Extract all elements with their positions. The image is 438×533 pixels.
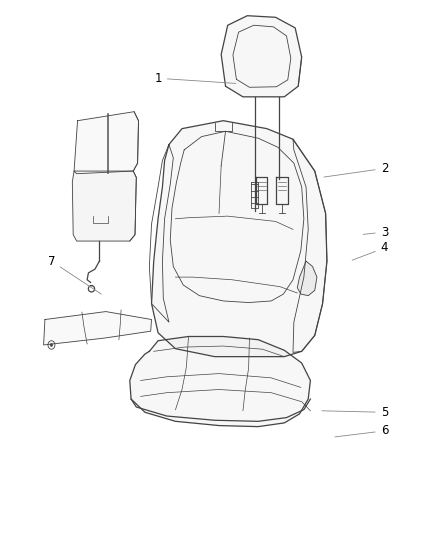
Polygon shape xyxy=(130,336,311,426)
Polygon shape xyxy=(72,171,136,241)
Polygon shape xyxy=(152,120,327,357)
Polygon shape xyxy=(74,112,138,174)
Circle shape xyxy=(50,343,53,346)
Text: 3: 3 xyxy=(363,225,388,239)
Text: 5: 5 xyxy=(322,406,388,419)
Polygon shape xyxy=(297,261,317,296)
Polygon shape xyxy=(44,312,152,345)
Text: 6: 6 xyxy=(335,424,388,438)
Text: 4: 4 xyxy=(352,241,388,260)
Text: 2: 2 xyxy=(324,162,388,177)
Polygon shape xyxy=(221,15,302,97)
Text: 1: 1 xyxy=(154,72,236,85)
Text: 7: 7 xyxy=(48,255,101,294)
